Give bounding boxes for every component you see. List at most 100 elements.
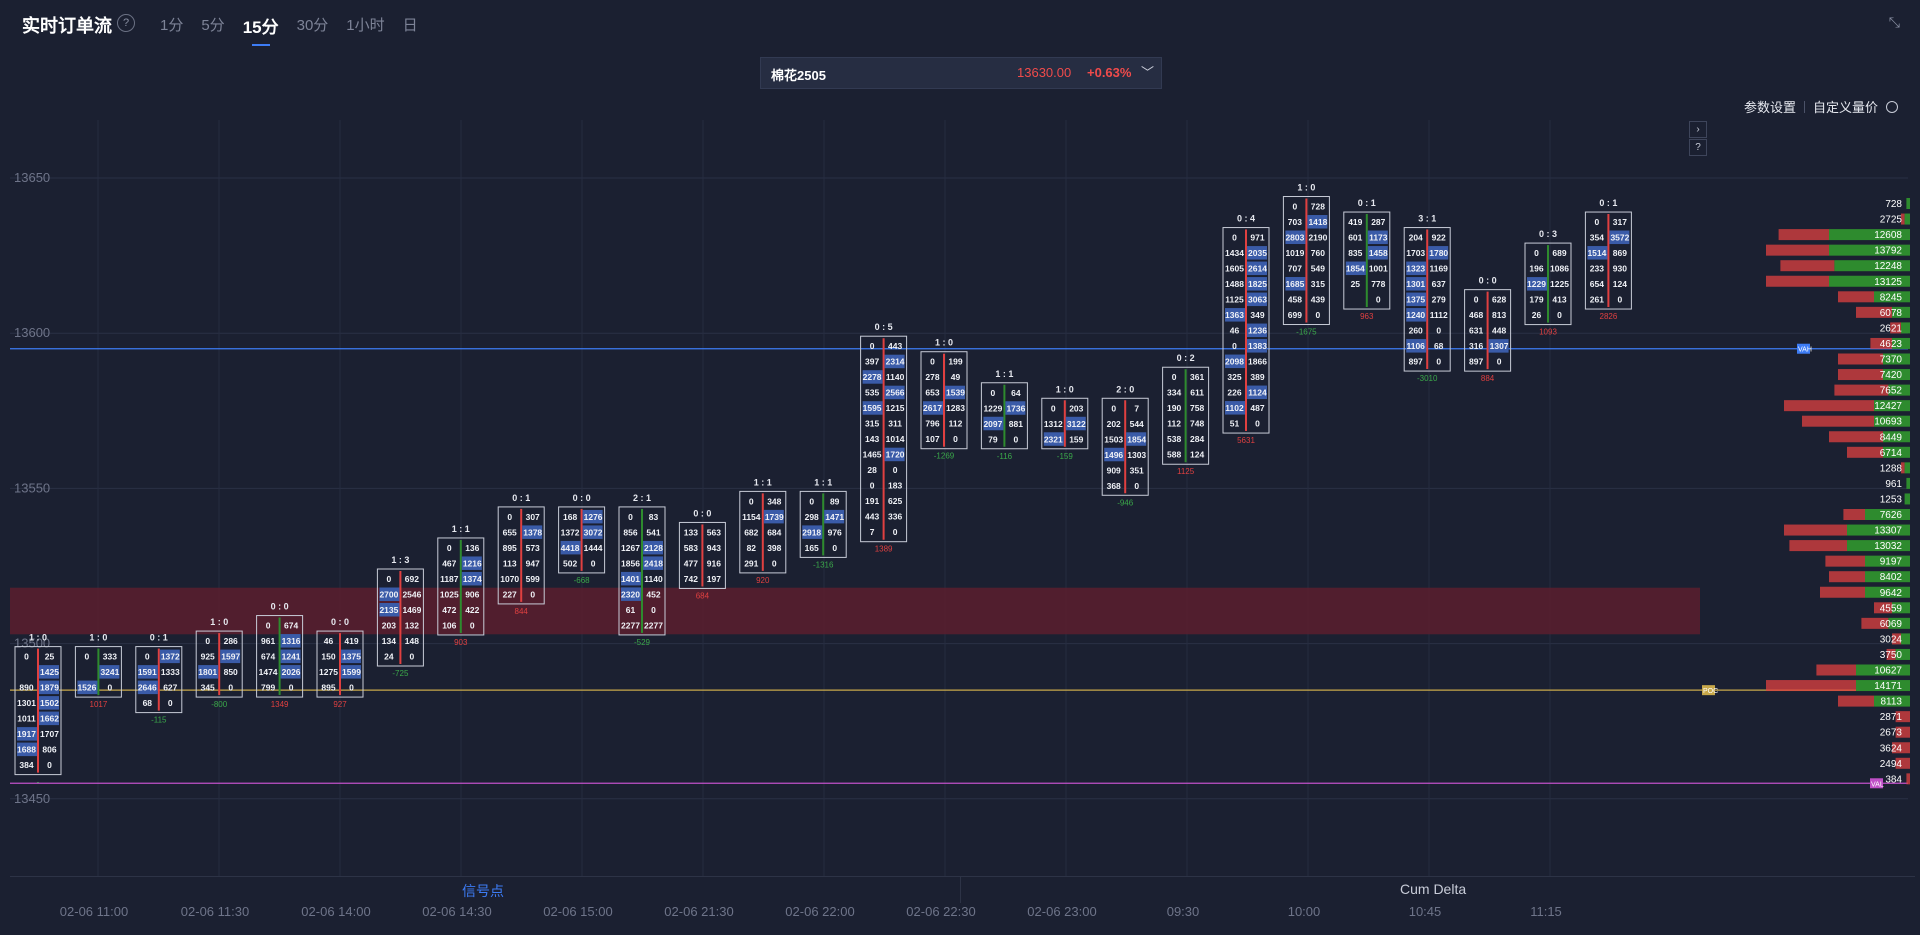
footprint-bid: 1526 [77,683,96,693]
profile-value: 6069 [1880,619,1903,630]
footprint-cell-highlight [643,556,663,570]
footprint-bar [920,351,968,450]
footprint-bar [1222,227,1270,434]
footprint-ask: 881 [1009,419,1023,429]
collapse-arrows-icon[interactable]: ⤡ [1888,14,1900,30]
profile-value: 8449 [1880,432,1903,443]
symbol-selector[interactable]: 棉花2505 13630.00 +0.63% ﹀ [760,57,1162,89]
chevron-right-icon[interactable]: › [1689,121,1707,138]
x-tick-label: 10:45 [1408,904,1442,919]
profile-bull-bar [1888,384,1910,396]
profile-bear-bar [1901,462,1905,474]
footprint-cell-highlight [280,634,301,648]
footprint-bid: 112 [1167,419,1181,429]
footprint-bid: 0 [1172,372,1177,382]
question-icon[interactable]: ? [1689,139,1707,156]
footprint-cell-highlight [1005,401,1026,415]
bar-delta: - [37,778,40,787]
footprint-bid: 535 [865,388,879,398]
footprint-bar [135,646,183,714]
profile-bear-bar [1766,244,1829,256]
profile-bear-bar [1906,773,1910,785]
bar-ratio: 0 : 1 [1358,198,1376,208]
footprint-bid: 1474 [259,667,278,677]
footprint-bid: 2278 [863,372,882,382]
footprint-cell-highlight [137,665,158,679]
footprint-bid: 0 [1293,202,1298,212]
footprint-bid: 0 [870,481,875,491]
footprint-bid: 196 [1529,264,1543,274]
tab-day[interactable]: 日 [402,17,418,34]
custom-price-button[interactable]: 自定义量价 [1812,100,1878,115]
profile-bear-bar [1816,664,1856,676]
footprint-cell-highlight [884,354,905,369]
footprint-cell-highlight [1285,277,1306,291]
page-title: 实时订单流 [22,16,112,36]
bar-delta: 1093 [1539,328,1557,337]
footprint-cell-highlight [379,587,400,601]
footprint-ask: 199 [948,357,962,367]
bar-ratio: 2 : 1 [633,493,651,503]
footprint-bar [1464,289,1512,372]
footprint-ask: 778 [1371,279,1385,289]
bar-ratio: 0 : 0 [1479,276,1497,286]
footprint-bid: 1025 [440,589,459,599]
tab-1hour[interactable]: 1小时 [346,17,385,34]
settings-button[interactable]: 参数设置 [1743,100,1796,115]
footprint-bid: 1514 [1587,248,1606,258]
footprint-ask: 1173 [1369,233,1388,243]
footprint-ask: 573 [526,543,540,553]
profile-bear-bar [1784,400,1874,412]
footprint-bid: 0 [870,341,875,351]
footprint-ask: 0 [228,683,233,693]
footprint-ask: 943 [707,543,721,553]
bar-delta: 5631 [1237,436,1255,445]
footprint-bid: 909 [1107,465,1121,475]
footprint-bid: 0 [991,388,996,398]
chevron-down-icon[interactable]: ﹀ [1141,65,1155,80]
footprint-bid: 2098 [1225,357,1244,367]
footprint-ask: 1418 [1308,217,1327,227]
footprint-cell-highlight [341,649,361,664]
profile-bull-bar [1895,648,1910,660]
footprint-cell-highlight [17,727,37,741]
profile-value: 12427 [1874,401,1902,412]
profile-bull-bar [1865,571,1910,583]
footprint-bid: 0 [1595,217,1600,227]
footprint-bid: 1102 [1225,403,1244,413]
tab-5min[interactable]: 5分 [201,17,225,34]
profile-bull-bar [1834,260,1910,272]
question-circle-icon[interactable]: ? [117,14,135,32]
tab-1min[interactable]: 1分 [160,17,184,34]
footprint-bid: 46 [1230,326,1240,336]
footprint-ask: 0 [349,683,354,693]
profile-value: 2725 [1880,215,1903,226]
footprint-bid: 1688 [17,745,36,755]
footprint-bid: 1801 [198,667,217,677]
profile-bear-bar [1766,680,1856,692]
footprint-ask: 0 [772,558,777,568]
footprint-bid: 468 [1469,310,1483,320]
footprint-ask: 0 [1255,419,1260,429]
footprint-bid: 1503 [1104,434,1123,444]
footprint-bid: 261 [1590,295,1604,305]
footprint-ask: 68 [1434,341,1444,351]
tab-30min[interactable]: 30分 [296,17,329,34]
footprint-bid: 655 [503,527,517,537]
footprint-cell-highlight [824,509,845,524]
bar-delta: -1269 [934,452,955,461]
tab-15min[interactable]: 15分 [243,13,279,46]
footprint-bid: 1685 [1285,279,1304,289]
tab-signal[interactable]: 信号点 [462,883,504,899]
settings-circle-icon[interactable] [1886,100,1898,113]
footprint-bar [376,568,424,667]
profile-value: 961 [1885,479,1902,490]
profile-bull-bar [1847,540,1910,552]
footprint-bid: 2918 [802,527,821,537]
footprint-bid: 0 [387,574,392,584]
profile-bull-bar [1874,695,1910,707]
profile-bear-bar [1766,275,1829,287]
profile-value: 3750 [1880,650,1903,661]
tab-cum-delta[interactable]: Cum Delta [1400,881,1467,897]
